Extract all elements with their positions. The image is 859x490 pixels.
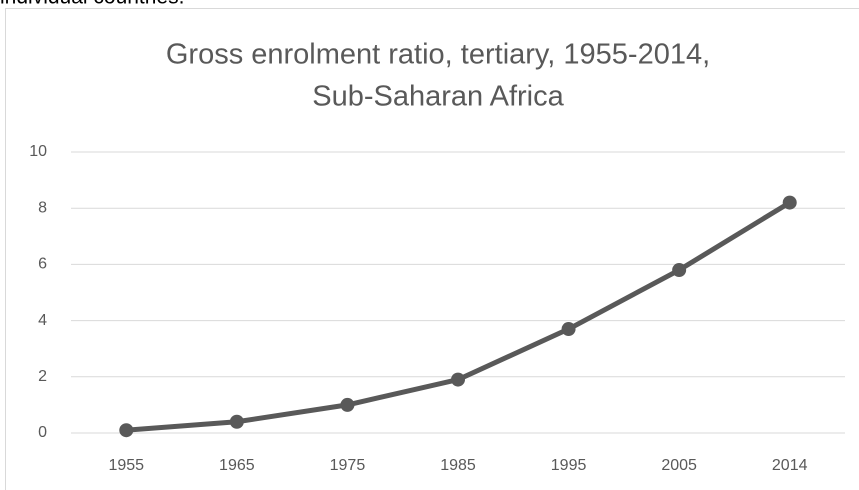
y-tick-label: 10 [29,143,47,160]
marker [561,322,576,337]
y-tick-label: 4 [38,312,47,329]
y-tick-label: 2 [38,368,47,385]
chart-title: Gross enrolment ratio, tertiary, 1955-20… [166,39,710,71]
marker [672,263,687,278]
marker [340,397,355,412]
y-tick-label: 8 [38,199,47,216]
x-tick-label: 1985 [440,457,476,474]
page-text: individual countries. [0,0,184,9]
x-tick-label: 2005 [661,457,697,474]
marker [119,423,134,438]
x-tick-label: 1965 [219,457,255,474]
marker [451,372,465,387]
y-tick-label: 0 [38,424,47,441]
x-tick-label: 1975 [330,457,366,474]
marker [229,414,244,429]
chart-title: Sub-Saharan Africa [312,81,564,113]
x-tick-label: 1955 [108,457,144,474]
x-tick-label: 1995 [551,457,587,474]
y-tick-label: 6 [38,256,47,273]
x-tick-label: 2014 [772,457,808,474]
marker [782,195,797,210]
